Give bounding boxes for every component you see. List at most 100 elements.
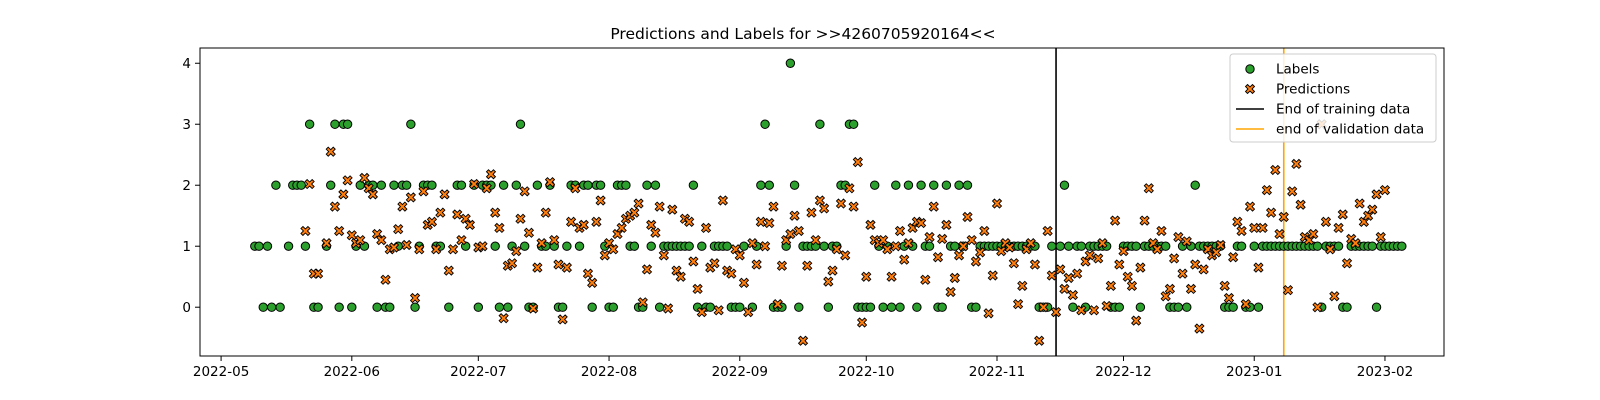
label-point	[254, 241, 264, 251]
prediction-point	[397, 201, 408, 212]
prediction-point	[802, 260, 813, 271]
prediction-point	[899, 254, 910, 265]
prediction-point	[405, 192, 416, 203]
prediction-point	[1131, 315, 1142, 326]
prediction-point	[1265, 207, 1277, 218]
prediction-point	[1004, 242, 1015, 253]
legend-box	[1229, 53, 1437, 143]
label-point	[785, 58, 796, 68]
prediction-point	[844, 183, 855, 194]
label-point	[498, 180, 509, 190]
label-point	[389, 180, 399, 190]
prediction-point	[498, 313, 509, 324]
prediction-point	[738, 277, 750, 288]
prediction-point	[1274, 228, 1285, 240]
prediction-point	[536, 238, 547, 249]
prediction-point	[587, 277, 598, 288]
legend-predictions-text: Predictions	[1276, 82, 1350, 98]
prediction-point	[865, 219, 876, 231]
prediction-point	[684, 216, 695, 227]
label-point	[1055, 241, 1065, 251]
x-axis: 2022-05 2022-06 2022-07 2022-08 2022-09 2022-…	[193, 356, 1413, 380]
prediction-point	[519, 186, 530, 197]
prediction-point	[1329, 291, 1340, 302]
prediction-point	[633, 198, 644, 209]
label-point	[372, 302, 382, 312]
prediction-point	[958, 241, 969, 252]
prediction-point	[667, 204, 678, 215]
legend-labels-marker	[1245, 64, 1255, 74]
prediction-point	[1308, 228, 1319, 240]
prediction-point	[785, 228, 796, 240]
prediction-point	[388, 242, 400, 253]
label-point	[621, 180, 631, 190]
label-point	[1333, 241, 1344, 251]
label-point	[410, 302, 420, 312]
prediction-point	[650, 227, 661, 238]
prediction-point	[342, 175, 353, 186]
prediction-point	[1173, 231, 1184, 243]
label-point	[916, 180, 926, 190]
prediction-point	[1278, 211, 1289, 223]
prediction-point	[464, 219, 476, 231]
prediction-point	[1270, 164, 1281, 176]
prediction-point	[1012, 299, 1024, 310]
prediction-point	[1215, 239, 1226, 251]
legend: Labels Predictions End of training data …	[1229, 53, 1437, 143]
label-point	[1160, 241, 1171, 251]
prediction-point	[1333, 222, 1344, 234]
prediction-point	[751, 259, 762, 270]
label-point	[347, 302, 357, 312]
label-point	[334, 302, 344, 312]
label-point	[941, 180, 952, 190]
prediction-point	[1375, 231, 1386, 243]
prediction-point	[987, 270, 998, 281]
prediction-point	[831, 244, 842, 255]
prediction-point	[1084, 250, 1095, 261]
prediction-point	[570, 183, 581, 194]
label-point	[326, 180, 336, 190]
prediction-point	[823, 276, 834, 287]
label-point	[1253, 302, 1264, 312]
label-point	[574, 241, 585, 251]
label-point	[1063, 241, 1074, 251]
prediction-point	[915, 217, 927, 229]
prediction-point	[1232, 216, 1243, 227]
prediction-point	[924, 231, 935, 243]
prediction-point	[1067, 289, 1079, 301]
prediction-point	[1253, 262, 1264, 273]
prediction-point	[1046, 270, 1057, 281]
label-point	[886, 302, 897, 312]
label-point	[304, 119, 315, 129]
prediction-point	[565, 216, 577, 227]
prediction-point	[582, 268, 594, 279]
label-point	[971, 302, 981, 312]
label-point	[511, 180, 521, 190]
prediction-point	[1337, 209, 1348, 220]
y-tick-label: 0	[182, 300, 191, 316]
prediction-point	[1190, 259, 1201, 270]
label-point	[473, 302, 484, 312]
legend-predictions-marker	[1244, 83, 1256, 95]
label-point	[760, 119, 770, 129]
prediction-point	[755, 216, 766, 227]
prediction-point	[1093, 253, 1104, 264]
prediction-point	[595, 195, 606, 206]
prediction-point	[882, 244, 893, 255]
prediction-point	[1109, 215, 1121, 226]
prediction-point	[654, 201, 665, 212]
prediction-point	[878, 234, 889, 246]
legend-training-text: End of training data	[1276, 102, 1410, 118]
prediction-point	[658, 250, 670, 261]
label-point	[954, 180, 964, 190]
prediction-point	[334, 225, 345, 237]
label-point	[330, 119, 340, 129]
label-point	[271, 180, 281, 190]
prediction-point	[886, 271, 897, 282]
prediction-point	[490, 207, 501, 218]
x-tick-label: 2022-05	[193, 364, 249, 380]
prediction-point	[974, 247, 986, 258]
prediction-point	[953, 250, 965, 261]
prediction-point	[359, 172, 370, 184]
